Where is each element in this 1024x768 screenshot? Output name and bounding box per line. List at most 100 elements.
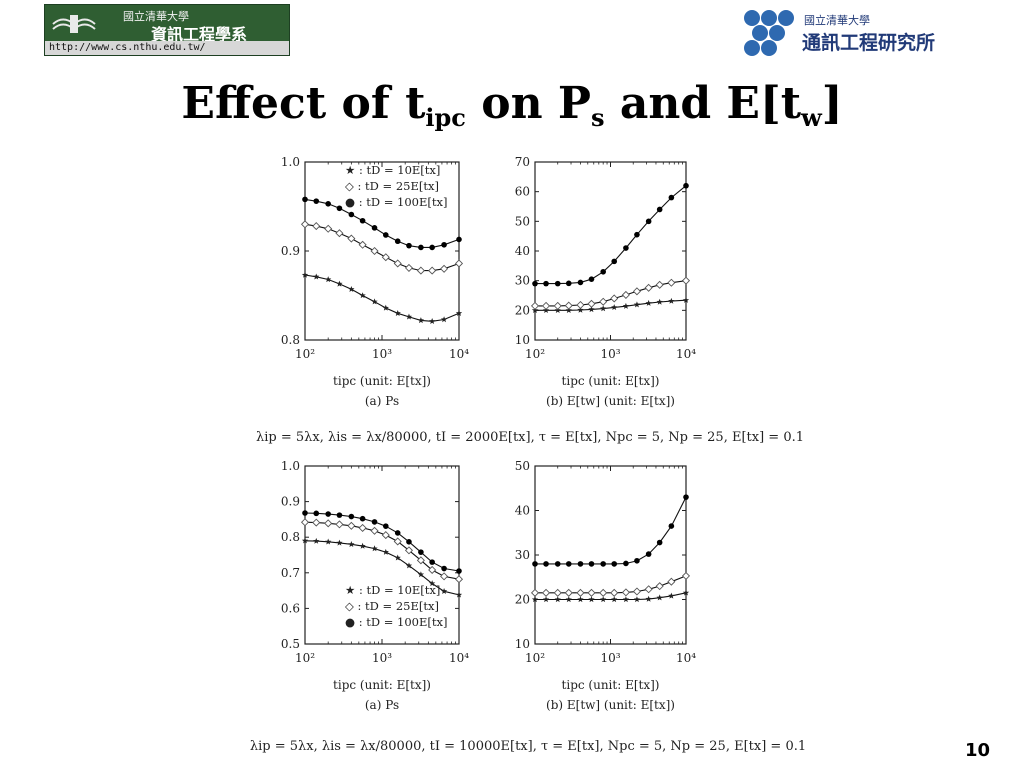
data-point bbox=[440, 264, 449, 273]
y-tick-label: 20 bbox=[515, 593, 530, 607]
data-point bbox=[645, 218, 652, 225]
title-part: Effect of t bbox=[181, 78, 426, 129]
data-point bbox=[348, 211, 355, 218]
legend-entry: ◇ : tD = 25E[tx] bbox=[345, 179, 439, 193]
data-point bbox=[313, 273, 320, 280]
data-point bbox=[611, 561, 618, 567]
data-point bbox=[405, 562, 413, 569]
x-tick-label: 10⁴ bbox=[676, 347, 696, 361]
y-tick-label: 50 bbox=[515, 459, 530, 473]
left-logo-university: 國立清華大學 bbox=[123, 10, 189, 23]
data-point bbox=[406, 539, 412, 545]
data-point bbox=[554, 561, 561, 567]
legend-entry: ◇ : tD = 25E[tx] bbox=[345, 599, 439, 613]
university-emblem-icon bbox=[51, 11, 97, 37]
data-point bbox=[554, 596, 561, 603]
data-point bbox=[668, 297, 675, 304]
data-point bbox=[348, 513, 355, 520]
params-caption-top: λip = 5λx, λis = λx/80000, tI = 2000E[tx… bbox=[256, 430, 804, 445]
plot-frame bbox=[534, 465, 687, 645]
data-point bbox=[429, 318, 436, 324]
data-point bbox=[336, 539, 343, 546]
data-point bbox=[554, 307, 561, 313]
x-tick-label: 10² bbox=[525, 651, 545, 665]
y-tick-label: 40 bbox=[515, 244, 530, 258]
y-tick-label: 0.6 bbox=[281, 601, 300, 615]
title-subscript: w bbox=[801, 103, 822, 132]
data-point bbox=[587, 299, 596, 308]
data-point bbox=[577, 306, 584, 313]
y-tick-label: 0.8 bbox=[281, 333, 300, 347]
data-point bbox=[335, 520, 344, 529]
data-point bbox=[553, 588, 562, 597]
legend-entry: ● : tD = 100E[tx] bbox=[345, 195, 447, 209]
data-point bbox=[600, 596, 607, 603]
data-point bbox=[611, 596, 618, 603]
y-tick-label: 0.9 bbox=[281, 244, 300, 258]
data-point bbox=[577, 561, 584, 567]
data-point bbox=[541, 588, 551, 597]
data-point bbox=[381, 253, 390, 262]
x-axis-label: tipc (unit: E[tx]) bbox=[562, 678, 660, 692]
data-point bbox=[359, 217, 366, 224]
data-point bbox=[313, 537, 320, 544]
data-point bbox=[668, 194, 675, 201]
x-tick-label: 10⁴ bbox=[449, 347, 469, 361]
panel-caption: (b) E[tw] (unit: E[tx]) bbox=[546, 394, 675, 408]
y-tick-label: 50 bbox=[515, 214, 530, 228]
panel-caption: (a) Ps bbox=[365, 394, 399, 408]
data-point bbox=[610, 294, 619, 303]
data-point bbox=[358, 240, 367, 249]
data-point bbox=[645, 551, 652, 557]
params-caption-bottom: λip = 5λx, λis = λx/80000, tI = 10000E[t… bbox=[250, 739, 806, 754]
data-point bbox=[441, 241, 447, 248]
data-point bbox=[429, 244, 435, 251]
data-point bbox=[301, 537, 309, 544]
y-tick-label: 1.0 bbox=[281, 459, 300, 473]
data-point bbox=[406, 242, 412, 249]
title-subscript: ipc bbox=[425, 103, 466, 132]
x-tick-label: 10⁴ bbox=[449, 651, 469, 665]
data-point bbox=[543, 561, 549, 567]
y-tick-label: 30 bbox=[515, 274, 530, 288]
data-point bbox=[302, 510, 308, 516]
data-point bbox=[416, 266, 425, 275]
data-point bbox=[381, 531, 390, 540]
data-point bbox=[454, 259, 464, 268]
data-point bbox=[302, 196, 308, 203]
data-point bbox=[382, 548, 389, 555]
data-point bbox=[393, 259, 402, 268]
nthu-cs-logo: 國立清華大學 資訊工程學系 http://www.cs.nthu.edu.tw/ bbox=[44, 4, 290, 56]
legend-entry: ★ : tD = 10E[tx] bbox=[345, 163, 440, 177]
series-line bbox=[304, 540, 460, 596]
data-point bbox=[300, 220, 310, 229]
data-point bbox=[634, 231, 640, 238]
data-point bbox=[644, 283, 653, 292]
data-point bbox=[417, 571, 425, 578]
data-point bbox=[656, 298, 663, 305]
data-point bbox=[324, 519, 333, 528]
data-point bbox=[455, 591, 463, 598]
data-point bbox=[588, 306, 595, 313]
data-point bbox=[347, 521, 356, 530]
legend-entry: ★ : tD = 10E[tx] bbox=[345, 583, 440, 597]
data-point bbox=[632, 587, 641, 596]
data-point bbox=[455, 310, 463, 316]
data-point bbox=[656, 594, 663, 601]
nthu-ice-logo: 國立清華大學 通訊工程研究所 bbox=[740, 6, 990, 58]
data-point bbox=[667, 278, 676, 287]
data-point bbox=[325, 201, 331, 207]
y-tick-label: 0.7 bbox=[281, 566, 300, 580]
data-point bbox=[632, 287, 641, 296]
y-tick-label: 70 bbox=[515, 155, 530, 169]
data-point bbox=[371, 519, 378, 525]
data-point bbox=[358, 523, 367, 532]
x-tick-label: 10³ bbox=[372, 651, 392, 665]
data-point bbox=[370, 526, 379, 535]
data-point bbox=[417, 317, 425, 324]
data-point bbox=[394, 530, 401, 536]
y-tick-label: 40 bbox=[515, 504, 530, 518]
data-point bbox=[335, 229, 344, 238]
data-point bbox=[542, 596, 550, 603]
